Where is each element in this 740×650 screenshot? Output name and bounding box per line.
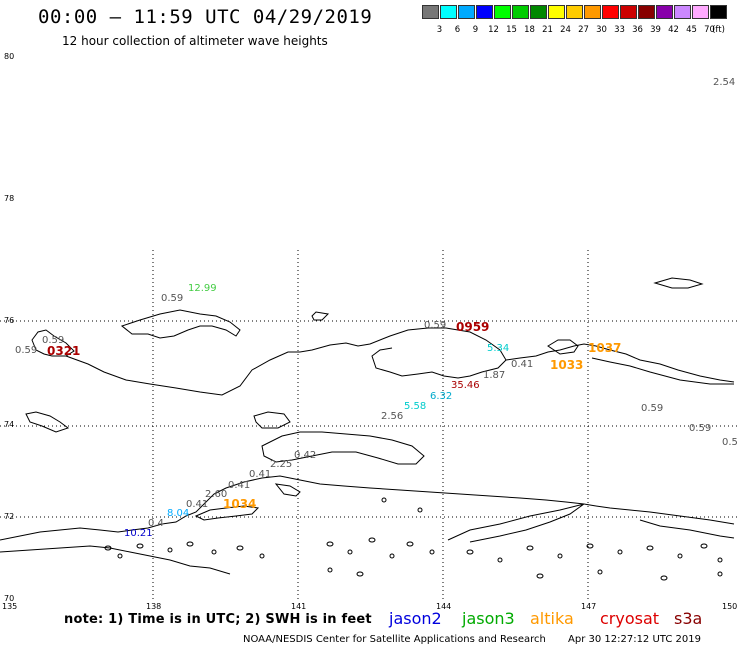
obs-label: 5.58: [404, 401, 427, 412]
obs-label: 0.59: [424, 320, 447, 331]
obs-label: 0.41: [249, 469, 272, 480]
obs-label: 2.60: [205, 489, 228, 500]
obs-label: 6.32: [430, 391, 453, 402]
obs-label: 0.59: [641, 403, 664, 414]
colorbar-swatch: [422, 5, 439, 19]
colorbar-tick-label: 33: [614, 25, 625, 35]
obs-label: 0.4: [148, 518, 164, 529]
colorbar-swatch: [584, 5, 601, 19]
colorbar-swatch: [530, 5, 547, 19]
colorbar-tick-label: 18: [524, 25, 535, 35]
colorbar-tick-label: 27: [578, 25, 589, 35]
lat-label-74: 74: [4, 420, 15, 429]
obs-label: 12.99: [188, 283, 217, 294]
satellite-jason3: jason3: [462, 609, 515, 628]
lon-label-141: 141: [291, 602, 307, 611]
graticule: [0, 250, 740, 600]
colorbar-tick-label: 12: [488, 25, 499, 35]
obs-label: 2.56: [381, 411, 404, 422]
footer-note: note: 1) Time is in UTC; 2) SWH is in fe…: [64, 612, 372, 627]
obs-label: 0.5: [722, 437, 738, 448]
lon-label-135: 135: [2, 602, 18, 611]
coastline: [0, 277, 735, 575]
colorbar-tick-label: 45: [686, 25, 697, 35]
lon-label-144: 144: [436, 602, 452, 611]
obs-label: 10.21: [124, 528, 153, 539]
obs-label: 0.59: [15, 345, 38, 356]
colorbar-swatch: [710, 5, 727, 19]
colorbar-tick-label: 30: [596, 25, 607, 35]
obs-label-time: 0321: [47, 344, 81, 358]
obs-label: 0.41: [228, 480, 251, 491]
obs-label: 0.41: [511, 359, 534, 370]
colorbar-swatch: [476, 5, 493, 19]
map-subtitle: 12 hour collection of altimeter wave hei…: [62, 34, 328, 48]
colorbar-tick-label: 24: [560, 25, 571, 35]
lat-label-70: 70: [4, 594, 15, 603]
obs-label-time: 1037: [588, 341, 622, 355]
lon-label-138: 138: [146, 602, 162, 611]
lat-label-72: 72: [4, 512, 15, 521]
colorbar-tick-label: 42: [668, 25, 679, 35]
satellite-altika: altika: [530, 609, 574, 628]
colorbar-swatch: [602, 5, 619, 19]
obs-label: 0.59: [689, 423, 712, 434]
colorbar-swatch: [566, 5, 583, 19]
satellite-cryosat: cryosat: [600, 609, 660, 628]
obs-label: 35.46: [451, 380, 480, 391]
lat-label-80: 80: [4, 52, 15, 61]
colorbar-tick-label: 21: [542, 25, 553, 35]
map-title: 00:00 – 11:59 UTC 04/29/2019: [38, 6, 373, 28]
colorbar-tick-label: (ft): [712, 25, 725, 35]
lakes: [104, 497, 723, 581]
colorbar-tick-label: 15: [506, 25, 517, 35]
colorbar-tick-label: 39: [650, 25, 661, 35]
obs-label: 5.34: [487, 343, 510, 354]
colorbar-swatch: [620, 5, 637, 19]
colorbar-tick-label: 9: [472, 25, 479, 35]
colorbar-swatch: [674, 5, 691, 19]
obs-label-time: 1033: [550, 358, 584, 372]
colorbar-swatch: [512, 5, 529, 19]
obs-label: 2.25: [270, 459, 293, 470]
colorbar-swatch: [692, 5, 709, 19]
colorbar-swatch: [656, 5, 673, 19]
obs-label: 0.42: [294, 450, 317, 461]
credit-line: NOAA/NESDIS Center for Satellite Applica…: [243, 634, 546, 645]
colorbar-tick-label: 3: [436, 25, 443, 35]
lat-label-78: 78: [4, 194, 15, 203]
colorbar-swatch: [638, 5, 655, 19]
obs-label-time: 1034: [223, 497, 257, 511]
colorbar-tick-label: 70: [704, 25, 715, 35]
obs-label: 8.04: [167, 508, 190, 519]
obs-label: 0.59: [42, 335, 65, 346]
colorbar-swatch: [440, 5, 457, 19]
lon-label-150: 150: [722, 602, 738, 611]
lon-label-147: 147: [581, 602, 597, 611]
obs-label-time: 0959: [456, 320, 490, 334]
colorbar-tick-label: 36: [632, 25, 643, 35]
obs-label: 1.87: [483, 370, 506, 381]
satellite-s3a: s3a: [674, 609, 703, 628]
lat-label-76: 76: [4, 316, 15, 325]
colorbar-tick-label: 6: [454, 25, 461, 35]
colorbar-swatch: [548, 5, 565, 19]
obs-label: 2.54: [713, 77, 736, 88]
colorbar-swatch: [494, 5, 511, 19]
satellite-jason2: jason2: [389, 609, 442, 628]
generation-timestamp: Apr 30 12:27:12 UTC 2019: [568, 634, 701, 645]
obs-label: 0.59: [161, 293, 184, 304]
colorbar-swatch: [458, 5, 475, 19]
obs-label: 0.41: [186, 499, 209, 510]
